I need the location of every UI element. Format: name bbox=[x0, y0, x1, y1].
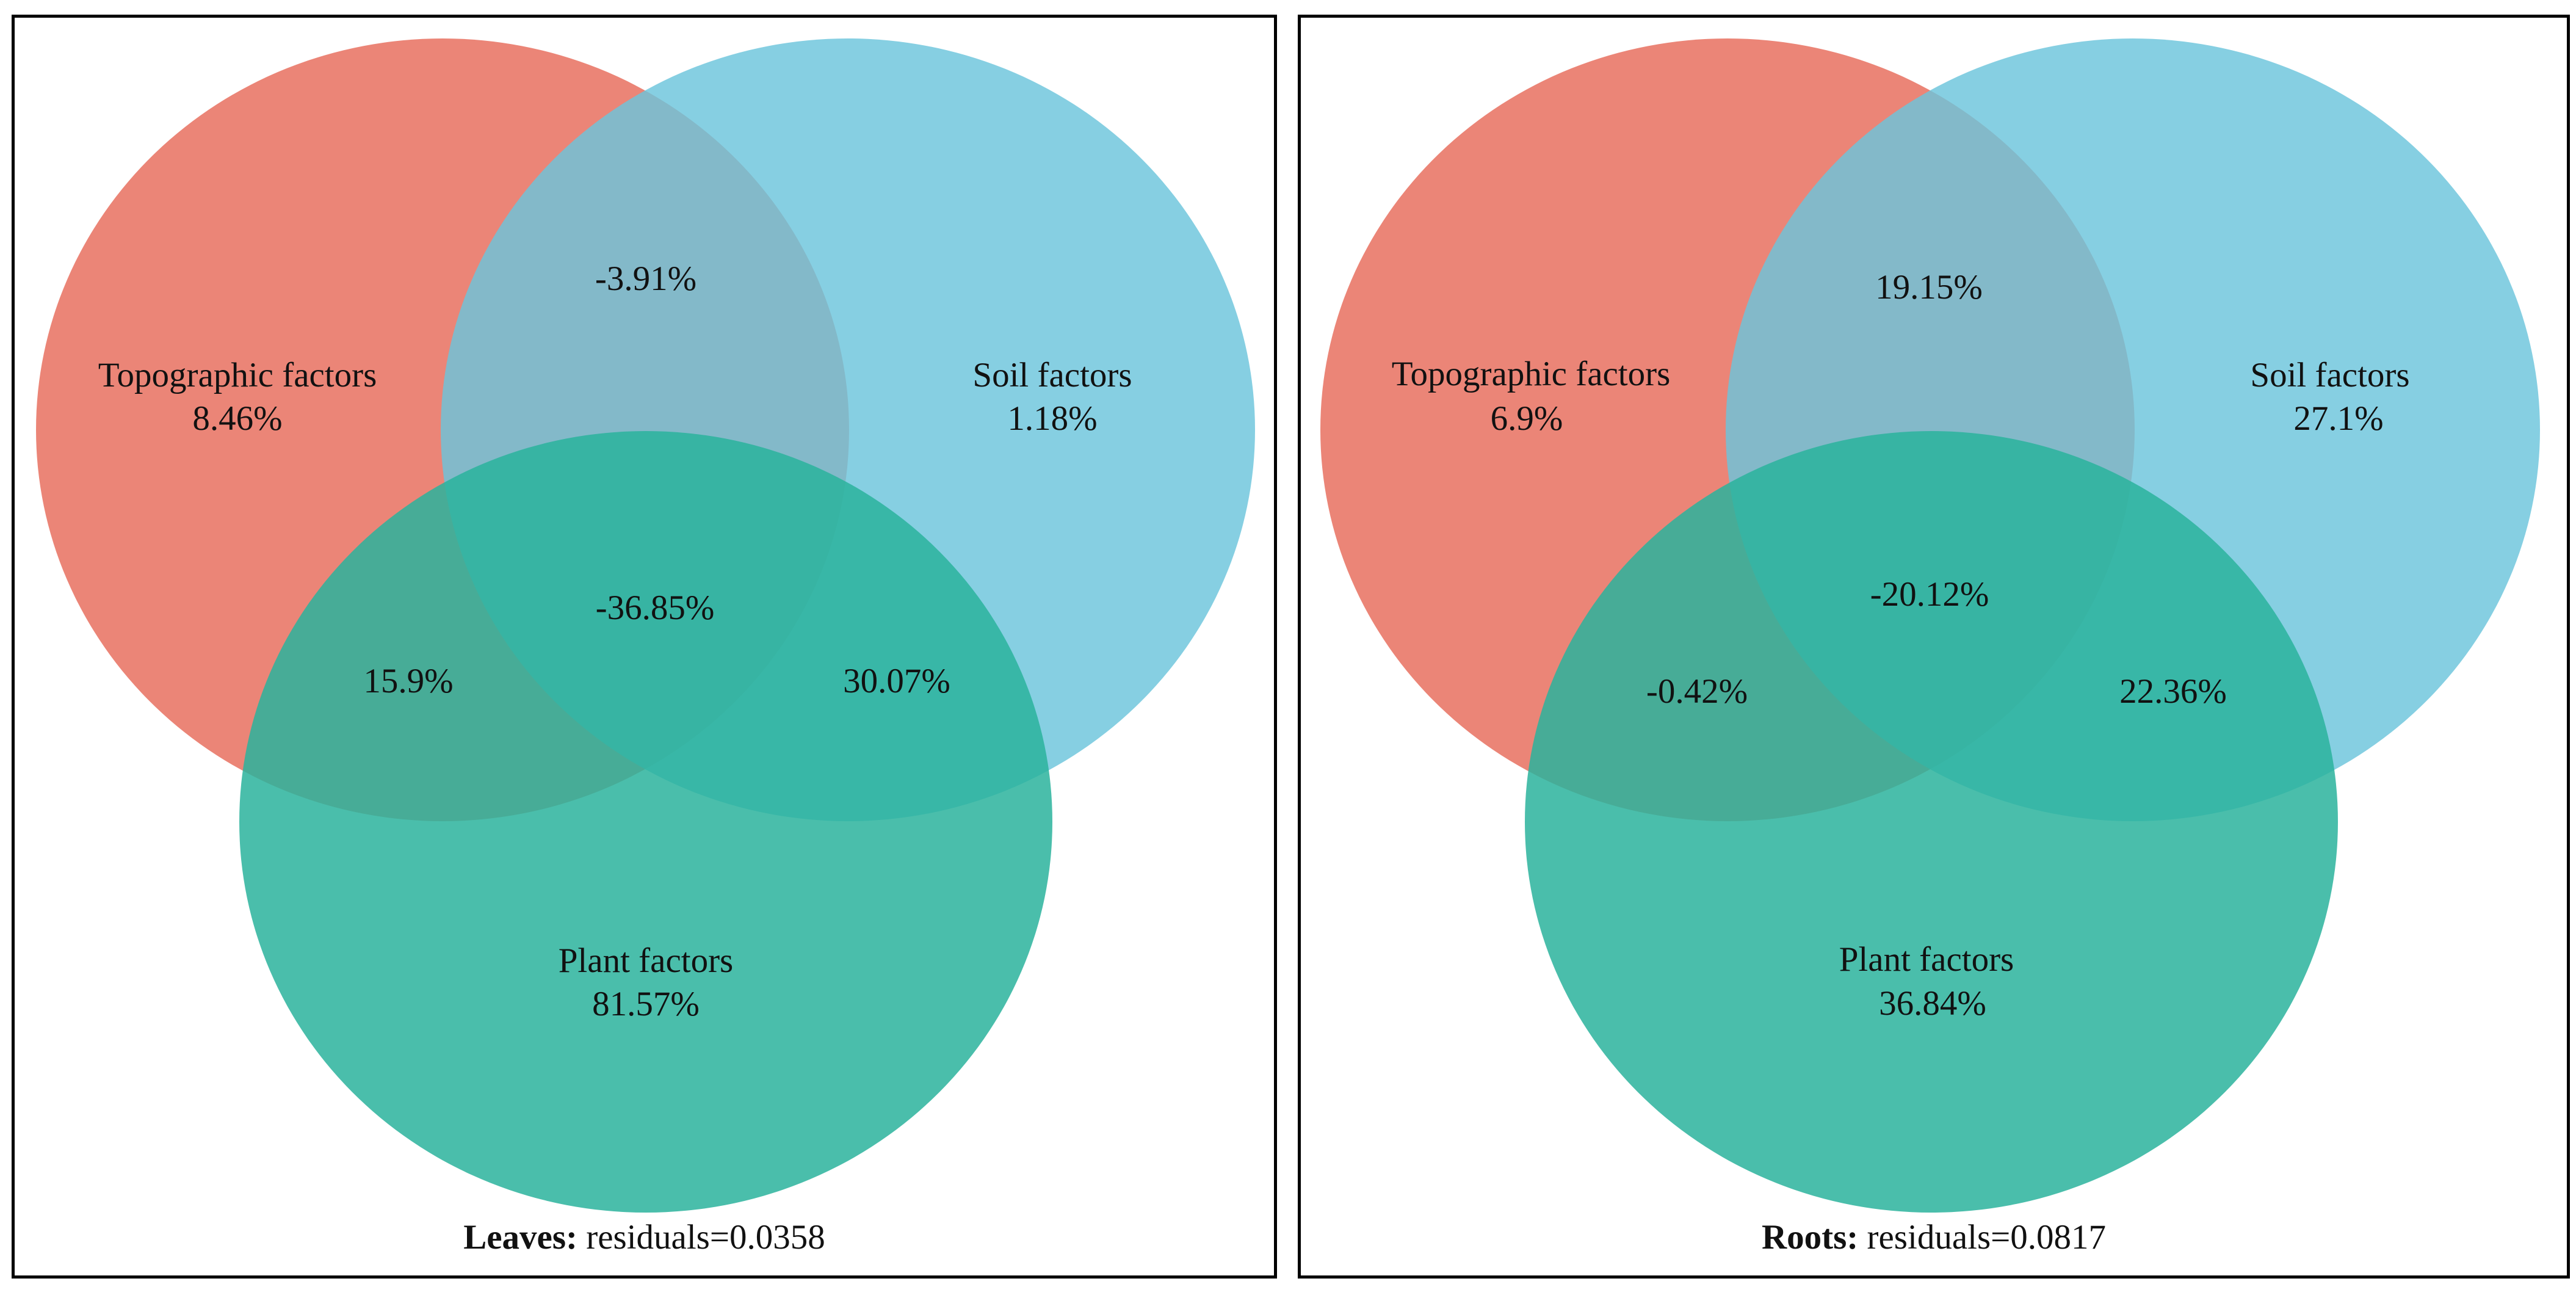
soil-factors-label: Soil factors bbox=[972, 356, 1132, 394]
topographic-factors-label: Topographic factors bbox=[1392, 355, 1671, 393]
topo-plant-overlap-value: -0.42% bbox=[1646, 672, 1748, 711]
panel-caption-leaves: Leaves: residuals=0.0358 bbox=[15, 1217, 1274, 1257]
topographic-factors-value: 6.9% bbox=[1491, 399, 1563, 438]
topographic-factors-value: 8.46% bbox=[192, 399, 282, 438]
venn-diagram-leaves: Topographic factors 8.46% Soil factors 1… bbox=[36, 38, 1255, 1213]
soil-factors-value: 27.1% bbox=[2293, 399, 2383, 438]
plant-factors-label: Plant factors bbox=[559, 941, 734, 980]
soil-factors-value: 1.18% bbox=[1007, 399, 1097, 438]
plant-factors-circle bbox=[1525, 431, 2338, 1213]
venn-panel-leaves: Topographic factors 8.46% Soil factors 1… bbox=[12, 15, 1277, 1279]
caption-residuals: residuals=0.0358 bbox=[586, 1218, 825, 1257]
soil-plant-overlap-value: 22.36% bbox=[2119, 672, 2227, 711]
plant-factors-value: 36.84% bbox=[1879, 984, 1986, 1023]
caption-residuals: residuals=0.0817 bbox=[1867, 1218, 2107, 1257]
venn-diagram-roots: Topographic factors 6.9% Soil factors 27… bbox=[1320, 38, 2540, 1213]
all-three-overlap-value: -36.85% bbox=[596, 589, 715, 627]
topo-plant-overlap-value: 15.9% bbox=[363, 662, 453, 700]
venn-panel-roots: Topographic factors 6.9% Soil factors 27… bbox=[1298, 15, 2570, 1279]
plant-factors-value: 81.57% bbox=[592, 985, 700, 1023]
topo-soil-overlap-value: -3.91% bbox=[595, 259, 696, 298]
plant-factors-circle bbox=[239, 431, 1052, 1213]
soil-plant-overlap-value: 30.07% bbox=[843, 662, 950, 700]
caption-label: Roots: bbox=[1761, 1218, 1859, 1257]
topographic-factors-label: Topographic factors bbox=[98, 356, 377, 394]
soil-factors-label: Soil factors bbox=[2250, 356, 2409, 394]
plant-factors-label: Plant factors bbox=[1839, 940, 2014, 979]
caption-label: Leaves: bbox=[463, 1218, 577, 1257]
all-three-overlap-value: -20.12% bbox=[1870, 575, 1989, 614]
topo-soil-overlap-value: 19.15% bbox=[1875, 268, 1983, 307]
panel-caption-roots: Roots: residuals=0.0817 bbox=[1301, 1217, 2567, 1257]
